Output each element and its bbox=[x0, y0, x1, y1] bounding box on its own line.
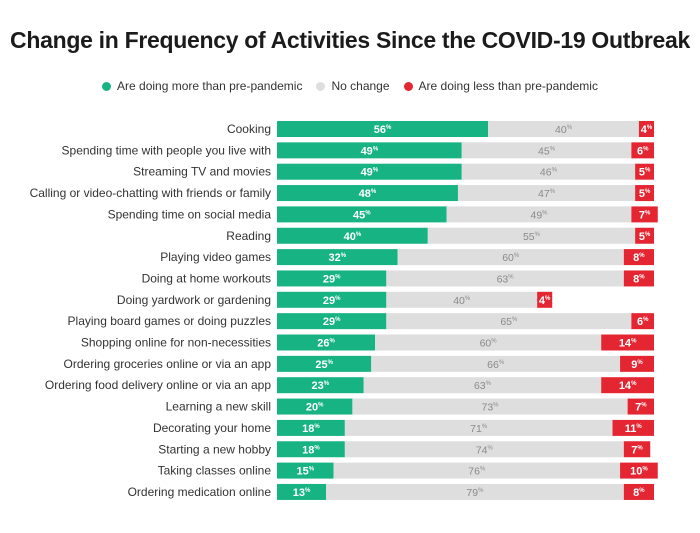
bar-no-change-ordering-food-delivery-online-or-via-an-app bbox=[363, 377, 602, 394]
category-label-learning-a-new-skill: Learning a new skill bbox=[166, 400, 271, 414]
category-label-ordering-food-delivery-online-or-via-an-app: Ordering food delivery online or via an … bbox=[45, 378, 271, 392]
bar-no-change-playing-board-games-or-doing-puzzles bbox=[386, 313, 632, 330]
bar-no-change-cooking bbox=[488, 121, 639, 137]
bar-more-decorating-your-home bbox=[277, 419, 345, 436]
bar-more-streaming-tv-and-movies bbox=[277, 163, 462, 180]
legend-label-no-change: No change bbox=[331, 79, 390, 93]
bar-more-spending-time-with-people-you-live-with bbox=[277, 142, 462, 159]
category-label-ordering-medication-online: Ordering medication online bbox=[128, 485, 272, 499]
bar-more-learning-a-new-skill bbox=[277, 398, 353, 415]
category-label-calling-or-video-chatting-with-friends-or-family: Calling or video-chatting with friends o… bbox=[30, 186, 271, 200]
bar-more-reading bbox=[277, 227, 428, 244]
bar-less-doing-yardwork-or-gardening bbox=[537, 291, 553, 308]
bar-more-doing-at-home-workouts bbox=[277, 270, 387, 287]
category-label-decorating-your-home: Decorating your home bbox=[153, 421, 271, 435]
bar-more-spending-time-on-social-media bbox=[277, 206, 447, 223]
bar-less-spending-time-on-social-media bbox=[631, 206, 658, 223]
chart-title: Change in Frequency of Activities Since … bbox=[10, 27, 690, 53]
bar-less-reading bbox=[635, 227, 654, 244]
category-label-spending-time-with-people-you-live-with: Spending time with people you live with bbox=[62, 143, 271, 157]
category-label-shopping-online-for-non-necessities: Shopping online for non-necessities bbox=[81, 336, 271, 350]
bar-more-ordering-medication-online bbox=[277, 483, 327, 500]
bar-less-playing-board-games-or-doing-puzzles bbox=[631, 313, 654, 330]
legend: Are doing more than pre-pandemic No chan… bbox=[0, 79, 700, 93]
bar-no-change-doing-yardwork-or-gardening bbox=[386, 291, 538, 308]
legend-swatch-less bbox=[403, 81, 413, 91]
bar-more-cooking bbox=[277, 121, 489, 137]
bar-less-decorating-your-home bbox=[612, 419, 654, 436]
bar-no-change-spending-time-with-people-you-live-with bbox=[461, 142, 632, 159]
bar-less-ordering-medication-online bbox=[623, 483, 654, 500]
category-label-starting-a-new-hobby: Starting a new hobby bbox=[158, 442, 271, 456]
bar-no-change-ordering-groceries-online-or-via-an-app bbox=[371, 355, 621, 372]
category-label-reading: Reading bbox=[226, 229, 271, 243]
bar-more-doing-yardwork-or-gardening bbox=[277, 291, 387, 308]
bar-more-ordering-food-delivery-online-or-via-an-app bbox=[277, 377, 364, 394]
category-label-playing-board-games-or-doing-puzzles: Playing board games or doing puzzles bbox=[68, 314, 271, 328]
legend-label-more: Are doing more than pre-pandemic bbox=[117, 79, 303, 93]
category-label-spending-time-on-social-media: Spending time on social media bbox=[108, 207, 272, 221]
bar-less-ordering-groceries-online-or-via-an-app bbox=[620, 355, 654, 372]
bar-no-change-shopping-online-for-non-necessities bbox=[375, 334, 602, 351]
bar-no-change-playing-video-games bbox=[397, 249, 624, 266]
bar-more-playing-video-games bbox=[277, 249, 398, 266]
category-label-doing-at-home-workouts: Doing at home workouts bbox=[142, 271, 271, 285]
bar-less-cooking bbox=[638, 121, 654, 137]
bar-less-shopping-online-for-non-necessities bbox=[601, 334, 654, 351]
bar-less-playing-video-games bbox=[623, 249, 654, 266]
bar-more-shopping-online-for-non-necessities bbox=[277, 334, 376, 351]
category-label-ordering-groceries-online-or-via-an-app: Ordering groceries online or via an app bbox=[64, 357, 272, 371]
legend-label-less: Are doing less than pre-pandemic bbox=[418, 79, 598, 93]
bar-no-change-spending-time-on-social-media bbox=[446, 206, 632, 223]
bar-more-taking-classes-online bbox=[277, 462, 334, 479]
bar-less-taking-classes-online bbox=[620, 462, 658, 479]
bar-less-doing-at-home-workouts bbox=[623, 270, 654, 287]
legend-swatch-more bbox=[102, 81, 112, 91]
bar-more-starting-a-new-hobby bbox=[277, 441, 345, 458]
bar-no-change-calling-or-video-chatting-with-friends-or-family bbox=[457, 185, 636, 202]
legend-swatch-no-change bbox=[316, 81, 326, 91]
bar-more-playing-board-games-or-doing-puzzles bbox=[277, 313, 387, 330]
category-label-playing-video-games: Playing video games bbox=[160, 250, 271, 264]
bar-no-change-doing-at-home-workouts bbox=[386, 270, 624, 287]
bar-less-calling-or-video-chatting-with-friends-or-family bbox=[635, 185, 654, 202]
bar-no-change-taking-classes-online bbox=[333, 462, 621, 479]
bar-less-starting-a-new-hobby bbox=[623, 441, 651, 458]
bar-no-change-streaming-tv-and-movies bbox=[461, 163, 636, 180]
legend-item-no-change: No change bbox=[316, 79, 390, 93]
bar-more-calling-or-video-chatting-with-friends-or-family bbox=[277, 185, 458, 202]
category-label-taking-classes-online: Taking classes online bbox=[158, 464, 272, 478]
bar-less-ordering-food-delivery-online-or-via-an-app bbox=[601, 377, 654, 394]
bar-less-streaming-tv-and-movies bbox=[635, 163, 654, 180]
legend-item-more: Are doing more than pre-pandemic bbox=[102, 79, 302, 93]
bar-less-spending-time-with-people-you-live-with bbox=[631, 142, 654, 159]
category-label-cooking: Cooking bbox=[227, 122, 271, 136]
bar-no-change-starting-a-new-hobby bbox=[344, 441, 624, 458]
bar-more-ordering-groceries-online-or-via-an-app bbox=[277, 355, 372, 372]
category-label-streaming-tv-and-movies: Streaming TV and movies bbox=[133, 165, 271, 179]
bar-no-change-ordering-medication-online bbox=[326, 483, 624, 500]
bar-no-change-decorating-your-home bbox=[344, 419, 613, 436]
category-label-doing-yardwork-or-gardening: Doing yardwork or gardening bbox=[117, 293, 271, 307]
legend-item-less: Are doing less than pre-pandemic bbox=[403, 79, 598, 93]
bar-less-learning-a-new-skill bbox=[627, 398, 654, 415]
bar-no-change-learning-a-new-skill bbox=[352, 398, 628, 415]
bar-no-change-reading bbox=[427, 227, 636, 244]
